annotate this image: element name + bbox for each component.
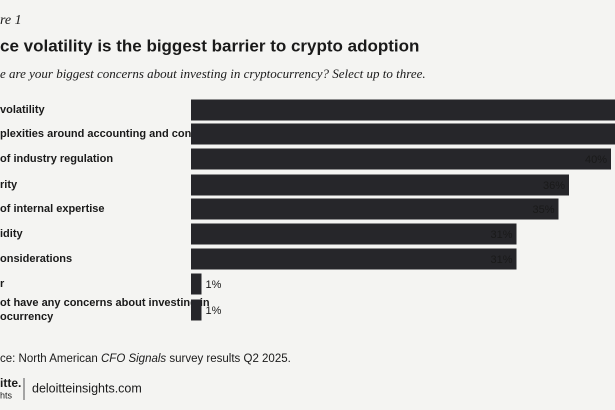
bar [191, 198, 559, 220]
chart-subtitle: e are your biggest concerns about invest… [0, 66, 426, 81]
bar [191, 99, 615, 121]
category-label: volatility [0, 104, 46, 116]
value-label: 1% [206, 279, 222, 291]
category-label: r [0, 278, 5, 290]
source: ce: North American CFO Signals survey re… [0, 353, 291, 365]
category-label: plexities around accounting and controls [0, 128, 215, 140]
site: deloitteinsights.com [32, 381, 142, 395]
value-label: 31% [490, 229, 512, 241]
figure-label: re 1 [0, 13, 22, 28]
source-text: survey results Q2 2025. [166, 353, 291, 365]
bar [191, 174, 569, 196]
value-label: 1% [206, 305, 222, 317]
category-label: ot have any concerns about investing in o… [0, 297, 210, 323]
bar [191, 223, 517, 245]
value-label: 31% [490, 254, 512, 266]
category-label: of industry regulation [0, 153, 113, 165]
value-label: 35% [532, 204, 554, 216]
bar [191, 123, 615, 145]
logo: itte. [0, 376, 21, 390]
value-label: 40% [585, 154, 607, 166]
source-text: CFO Signals [101, 353, 166, 365]
category-label: of internal expertise [0, 203, 105, 215]
category-label: idity [0, 228, 23, 240]
bar [191, 273, 202, 295]
category-label-line: ot have any concerns about investing in [0, 297, 210, 309]
bar [191, 248, 517, 270]
category-label: onsiderations [0, 253, 72, 265]
category-label-line: ocurrency [0, 311, 54, 323]
bar [191, 148, 611, 170]
bar [191, 299, 202, 321]
source-text: ce: North American [0, 353, 101, 365]
value-label: 36% [543, 180, 565, 192]
logo-sub: hts [0, 390, 13, 400]
chart-title: ce volatility is the biggest barrier to … [0, 36, 419, 55]
category-label: rity [0, 179, 18, 191]
